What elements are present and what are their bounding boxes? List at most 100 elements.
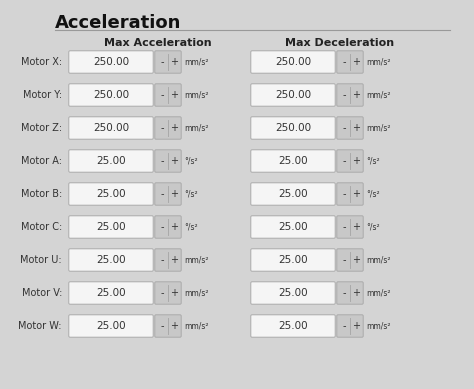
Text: +: + xyxy=(170,123,178,133)
Text: -: - xyxy=(160,189,164,199)
FancyBboxPatch shape xyxy=(251,117,335,139)
Text: 25.00: 25.00 xyxy=(278,222,308,232)
Text: 25.00: 25.00 xyxy=(96,321,126,331)
FancyBboxPatch shape xyxy=(69,183,153,205)
Text: Max Deceleration: Max Deceleration xyxy=(285,38,394,48)
Text: +: + xyxy=(352,123,360,133)
Text: mm/s²: mm/s² xyxy=(184,321,209,331)
FancyBboxPatch shape xyxy=(251,150,335,172)
Text: Motor V:: Motor V: xyxy=(22,288,62,298)
Text: +: + xyxy=(170,57,178,67)
Text: 25.00: 25.00 xyxy=(278,288,308,298)
Text: -: - xyxy=(342,288,346,298)
Text: -: - xyxy=(160,156,164,166)
Text: Motor C:: Motor C: xyxy=(21,222,62,232)
Text: -: - xyxy=(342,255,346,265)
Text: Motor B:: Motor B: xyxy=(21,189,62,199)
Text: 25.00: 25.00 xyxy=(96,288,126,298)
Text: 25.00: 25.00 xyxy=(96,222,126,232)
FancyBboxPatch shape xyxy=(251,84,335,106)
FancyBboxPatch shape xyxy=(155,183,181,205)
FancyBboxPatch shape xyxy=(337,216,363,238)
FancyBboxPatch shape xyxy=(69,216,153,238)
Text: 25.00: 25.00 xyxy=(96,255,126,265)
Text: mm/s²: mm/s² xyxy=(366,58,391,67)
FancyBboxPatch shape xyxy=(69,249,153,271)
Text: +: + xyxy=(352,288,360,298)
Text: Max Acceleration: Max Acceleration xyxy=(104,38,212,48)
FancyBboxPatch shape xyxy=(337,117,363,139)
Text: -: - xyxy=(160,255,164,265)
FancyBboxPatch shape xyxy=(155,315,181,337)
Text: °/s²: °/s² xyxy=(184,223,198,231)
Text: °/s²: °/s² xyxy=(366,223,380,231)
Text: -: - xyxy=(160,123,164,133)
Text: mm/s²: mm/s² xyxy=(366,256,391,265)
FancyBboxPatch shape xyxy=(337,84,363,106)
Text: -: - xyxy=(160,57,164,67)
FancyBboxPatch shape xyxy=(337,282,363,304)
FancyBboxPatch shape xyxy=(155,51,181,73)
Text: -: - xyxy=(160,222,164,232)
Text: +: + xyxy=(352,222,360,232)
Text: 250.00: 250.00 xyxy=(275,123,311,133)
Text: -: - xyxy=(342,189,346,199)
Text: 25.00: 25.00 xyxy=(278,321,308,331)
Text: 25.00: 25.00 xyxy=(96,189,126,199)
Text: +: + xyxy=(170,288,178,298)
Text: 25.00: 25.00 xyxy=(278,189,308,199)
FancyBboxPatch shape xyxy=(69,51,153,73)
Text: -: - xyxy=(342,57,346,67)
FancyBboxPatch shape xyxy=(155,84,181,106)
Text: mm/s²: mm/s² xyxy=(184,123,209,133)
Text: +: + xyxy=(352,255,360,265)
Text: Motor Y:: Motor Y: xyxy=(23,90,62,100)
Text: +: + xyxy=(170,255,178,265)
FancyBboxPatch shape xyxy=(155,249,181,271)
FancyBboxPatch shape xyxy=(69,282,153,304)
FancyBboxPatch shape xyxy=(251,315,335,337)
Text: 25.00: 25.00 xyxy=(96,156,126,166)
Text: 25.00: 25.00 xyxy=(278,255,308,265)
FancyBboxPatch shape xyxy=(251,51,335,73)
FancyBboxPatch shape xyxy=(251,282,335,304)
FancyBboxPatch shape xyxy=(155,117,181,139)
Text: Motor X:: Motor X: xyxy=(21,57,62,67)
Text: -: - xyxy=(342,156,346,166)
Text: Acceleration: Acceleration xyxy=(55,14,182,32)
Text: mm/s²: mm/s² xyxy=(366,91,391,100)
Text: Motor U:: Motor U: xyxy=(20,255,62,265)
FancyBboxPatch shape xyxy=(337,249,363,271)
FancyBboxPatch shape xyxy=(251,183,335,205)
Text: 250.00: 250.00 xyxy=(275,57,311,67)
Text: +: + xyxy=(352,321,360,331)
Text: +: + xyxy=(170,189,178,199)
Text: mm/s²: mm/s² xyxy=(184,289,209,298)
Text: 250.00: 250.00 xyxy=(93,57,129,67)
Text: Motor W:: Motor W: xyxy=(18,321,62,331)
FancyBboxPatch shape xyxy=(337,150,363,172)
Text: 250.00: 250.00 xyxy=(275,90,311,100)
FancyBboxPatch shape xyxy=(69,117,153,139)
FancyBboxPatch shape xyxy=(155,216,181,238)
FancyBboxPatch shape xyxy=(69,84,153,106)
Text: 25.00: 25.00 xyxy=(278,156,308,166)
Text: +: + xyxy=(352,57,360,67)
FancyBboxPatch shape xyxy=(155,282,181,304)
Text: Motor Z:: Motor Z: xyxy=(21,123,62,133)
Text: 250.00: 250.00 xyxy=(93,123,129,133)
Text: -: - xyxy=(342,222,346,232)
Text: +: + xyxy=(170,156,178,166)
Text: mm/s²: mm/s² xyxy=(184,58,209,67)
Text: °/s²: °/s² xyxy=(184,189,198,198)
Text: -: - xyxy=(342,123,346,133)
Text: mm/s²: mm/s² xyxy=(366,289,391,298)
FancyBboxPatch shape xyxy=(251,249,335,271)
FancyBboxPatch shape xyxy=(69,150,153,172)
FancyBboxPatch shape xyxy=(337,51,363,73)
FancyBboxPatch shape xyxy=(251,216,335,238)
Text: -: - xyxy=(342,321,346,331)
Text: -: - xyxy=(160,321,164,331)
Text: Motor A:: Motor A: xyxy=(21,156,62,166)
FancyBboxPatch shape xyxy=(337,315,363,337)
